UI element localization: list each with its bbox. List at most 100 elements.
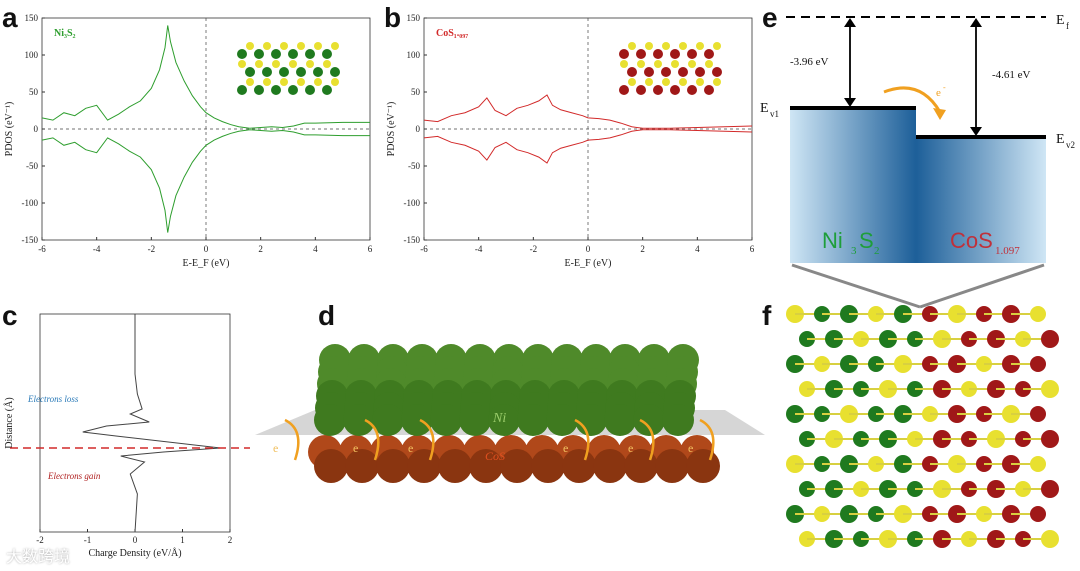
sulfur-atom (654, 60, 662, 68)
co-atom (376, 449, 410, 483)
co-atom (1030, 356, 1046, 372)
y-tick-label: 100 (25, 50, 39, 60)
ni-atom (430, 404, 462, 436)
co-atom (562, 449, 596, 483)
metal-atom (305, 85, 315, 95)
co-atom (1041, 330, 1059, 348)
ef-sub: f (1066, 21, 1069, 31)
sulfur-atom (238, 60, 246, 68)
metal-atom (288, 85, 298, 95)
co-atom (1041, 530, 1059, 548)
panel-letter-e: e (762, 2, 778, 33)
sulfur-atom (297, 42, 305, 50)
y-tick-label: -50 (408, 161, 420, 171)
ni3s2-band-label: Ni (822, 228, 843, 253)
sulfur-atom (620, 60, 628, 68)
heterostructure-schematic: Ni CoS e e e e e e (255, 344, 765, 483)
sulfur-atom (696, 42, 704, 50)
y-tick-label: -100 (22, 198, 39, 208)
x-tick-label: -2 (148, 244, 156, 254)
co-atom (531, 449, 565, 483)
sulfur-atom (688, 60, 696, 68)
sulfur-atom (628, 78, 636, 86)
panel-letter-f: f (762, 300, 772, 331)
x-axis-label: Charge Density (eV/Å) (88, 547, 181, 559)
metal-atom (704, 49, 714, 59)
sulfur-atom (705, 60, 713, 68)
sulfur-atom (255, 60, 263, 68)
metal-atom (313, 67, 323, 77)
y-tick-label: -150 (404, 235, 421, 245)
y-axis-label: PDOS (eV⁻¹) (4, 102, 15, 157)
metal-atom (322, 49, 332, 59)
electron-label: e (936, 87, 941, 99)
x-tick-label: 4 (695, 244, 700, 254)
ev1-sub: v1 (770, 109, 779, 119)
sulfur-atom (679, 42, 687, 50)
sulfur-atom (280, 78, 288, 86)
ni3s2-label: Ni (492, 411, 506, 426)
pdos-curve-down (41, 129, 370, 233)
y-tick-label: 50 (29, 87, 39, 97)
panel-letter-c: c (2, 300, 18, 331)
watermark-text: 大数跨境 (6, 549, 71, 566)
co-atom (345, 449, 379, 483)
sulfur-atom (323, 60, 331, 68)
metal-atom (279, 67, 289, 77)
interface-crystal-structure (786, 305, 1059, 548)
metal-atom (712, 67, 722, 77)
sulfur-atom (628, 42, 636, 50)
sulfur-atom (331, 42, 339, 50)
metal-atom (305, 49, 315, 59)
pointer-arrow-left (791, 263, 921, 309)
legend-label: CoS₁.₀₉₇ (436, 28, 468, 39)
metal-atom (271, 85, 281, 95)
ni3s2-band (790, 108, 916, 263)
sulfur-atom (713, 42, 721, 50)
co-atom (593, 449, 627, 483)
sulfur-atom (314, 42, 322, 50)
metal-atom (653, 49, 663, 59)
x-tick-label: 6 (368, 244, 373, 254)
metal-atom (678, 67, 688, 77)
sulfur-atom (263, 42, 271, 50)
pdos-curve-down (423, 129, 753, 164)
sulfur-atom (645, 42, 653, 50)
co-atom (500, 449, 534, 483)
sulfur-atom (314, 78, 322, 86)
cos-band (916, 137, 1046, 263)
electron-transfer-arrow (419, 418, 435, 461)
metal-atom (262, 67, 272, 77)
metal-atom (254, 49, 264, 59)
metal-atom (288, 49, 298, 59)
metal-atom (636, 49, 646, 59)
y-tick-label: 150 (407, 13, 421, 23)
metal-atom (695, 67, 705, 77)
co-atom (1030, 506, 1046, 522)
metal-atom (661, 67, 671, 77)
gap2-label: -4.61 eV (992, 69, 1031, 81)
electron-label: e (688, 441, 693, 455)
sulfur-atom (297, 78, 305, 86)
ni-atom (314, 404, 346, 436)
electrons-gain-label: Electrons gain (47, 471, 101, 481)
arrowhead (970, 18, 982, 27)
co-atom (1041, 430, 1059, 448)
ef-label: E (1056, 13, 1065, 28)
pdos-chart-cos: -6 -4 -2 0 2 4 6 -150 -100 -50 0 50 100 150 E-E_F (eV)… (386, 13, 755, 269)
arrowhead (844, 98, 856, 107)
sulfur-atom (671, 60, 679, 68)
metal-atom (670, 85, 680, 95)
x-tick-label: -4 (475, 244, 483, 254)
y-axis-label: PDOS (eV⁻¹) (386, 102, 397, 157)
electron-label: e (408, 441, 413, 455)
x-axis-label: E-E_F (eV) (183, 258, 230, 269)
electron-label: e (273, 441, 278, 455)
pdos-chart-ni3s2: -6 -4 -2 0 2 4 6 -150 -100 -50 0 50 100 150 E-E_F (eV)… (4, 13, 373, 269)
metal-atom (245, 67, 255, 77)
panel-letter-a: a (2, 2, 18, 33)
ev2-label: E (1056, 132, 1065, 147)
x-tick-label: -6 (38, 244, 46, 254)
sulfur-atom (696, 78, 704, 86)
metal-atom (237, 49, 247, 59)
